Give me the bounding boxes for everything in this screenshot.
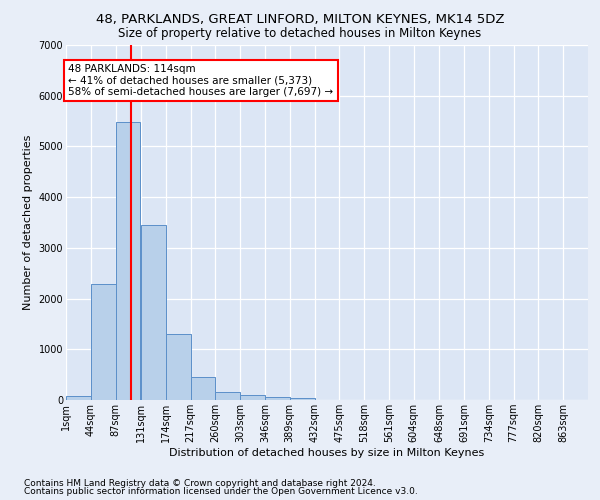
Text: Contains HM Land Registry data © Crown copyright and database right 2024.: Contains HM Land Registry data © Crown c…: [24, 478, 376, 488]
Y-axis label: Number of detached properties: Number of detached properties: [23, 135, 33, 310]
Bar: [91, 284, 116, 400]
Text: Contains public sector information licensed under the Open Government Licence v3: Contains public sector information licen…: [24, 487, 418, 496]
Bar: [290, 398, 314, 400]
Bar: [116, 122, 140, 400]
Text: Size of property relative to detached houses in Milton Keynes: Size of property relative to detached ho…: [118, 28, 482, 40]
Bar: [240, 395, 265, 400]
Bar: [66, 396, 91, 400]
Bar: [166, 334, 191, 400]
Text: 48 PARKLANDS: 114sqm
← 41% of detached houses are smaller (5,373)
58% of semi-de: 48 PARKLANDS: 114sqm ← 41% of detached h…: [68, 64, 334, 97]
Bar: [191, 376, 215, 400]
Bar: [265, 396, 290, 400]
X-axis label: Distribution of detached houses by size in Milton Keynes: Distribution of detached houses by size …: [169, 448, 485, 458]
Bar: [141, 225, 166, 400]
Bar: [215, 392, 240, 400]
Text: 48, PARKLANDS, GREAT LINFORD, MILTON KEYNES, MK14 5DZ: 48, PARKLANDS, GREAT LINFORD, MILTON KEY…: [96, 12, 504, 26]
